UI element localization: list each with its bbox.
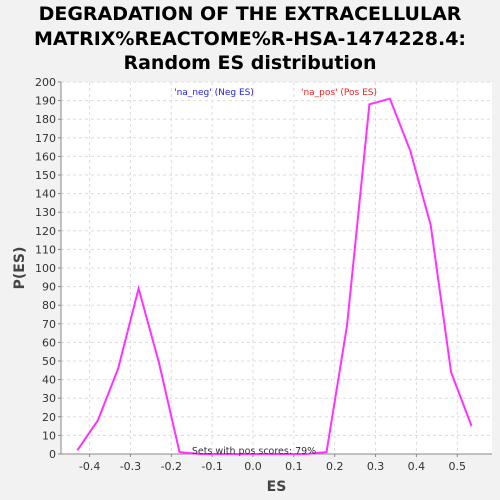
- chart-title: DEGRADATION OF THE EXTRACELLULAR MATRIX%…: [0, 2, 500, 76]
- y-tick-label: 190: [35, 95, 56, 108]
- es-distribution-line: [76, 97, 473, 455]
- y-axis-label: P(ES): [12, 247, 28, 290]
- y-tick-label: 80: [42, 299, 56, 312]
- x-tick-label: 0.1: [285, 460, 303, 473]
- axis-ticks: 0 10 20 30 40 50 60 70 80 90 100 110 120 130 140 150 160…: [35, 76, 466, 473]
- y-tick-label: 170: [35, 132, 56, 145]
- grid-lines: [61, 81, 492, 455]
- y-tick-label: 110: [35, 243, 56, 256]
- y-tick-label: 90: [42, 281, 56, 294]
- pos-scores-annotation: Sets with pos scores: 79%: [192, 446, 316, 457]
- legend: 'na_neg' (Neg ES) 'na_pos' (Pos ES): [174, 88, 377, 98]
- series-layer: [76, 97, 473, 455]
- y-tick-label: 10: [42, 429, 56, 442]
- chart-title-line-1: DEGRADATION OF THE EXTRACELLULAR: [38, 3, 462, 25]
- x-tick-label: 0.4: [408, 460, 426, 473]
- y-tick-label: 70: [42, 318, 56, 331]
- y-tick-label: 150: [35, 169, 56, 182]
- y-tick-label: 40: [42, 374, 56, 387]
- x-tick-label: 0.0: [244, 460, 262, 473]
- plot-area: [61, 82, 492, 454]
- y-tick-label: 160: [35, 150, 56, 163]
- legend-label-na-pos: 'na_pos' (Pos ES): [301, 88, 377, 98]
- x-tick-label: -0.4: [79, 460, 100, 473]
- x-tick-label: 0.5: [449, 460, 467, 473]
- x-tick-label: 0.3: [367, 460, 385, 473]
- y-tick-label: 130: [35, 206, 56, 219]
- y-tick-label: 30: [42, 392, 56, 405]
- y-tick-label: 20: [42, 411, 56, 424]
- x-tick-label: 0.2: [326, 460, 344, 473]
- x-axis-label: ES: [267, 479, 287, 495]
- y-tick-label: 140: [35, 188, 56, 201]
- y-tick-label: 60: [42, 336, 56, 349]
- x-tick-label: -0.1: [201, 460, 222, 473]
- y-tick-label: 120: [35, 225, 56, 238]
- legend-label-na-neg: 'na_neg' (Neg ES): [174, 88, 254, 98]
- chart-title-line-3: Random ES distribution: [123, 52, 377, 74]
- chart-title-line-2: MATRIX%REACTOME%R-HSA-1474228.4:: [33, 27, 467, 50]
- y-tick-label: 100: [35, 262, 56, 275]
- y-tick-label: 180: [35, 113, 56, 126]
- x-tick-label: -0.3: [120, 460, 141, 473]
- x-tick-label: -0.2: [161, 460, 182, 473]
- y-tick-label: 200: [35, 76, 56, 89]
- y-tick-label: 0: [49, 448, 56, 461]
- y-tick-label: 50: [42, 355, 56, 368]
